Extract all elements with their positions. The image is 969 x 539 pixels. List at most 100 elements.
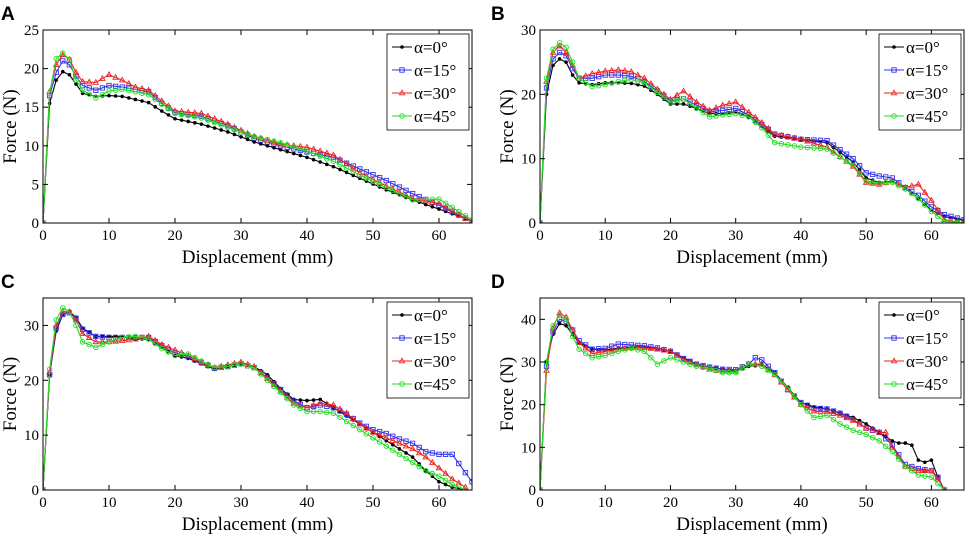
data-point-a-1 xyxy=(60,58,66,64)
data-point-a-2 xyxy=(138,84,146,91)
data-point-a-2 xyxy=(85,78,93,85)
data-point-b-2 xyxy=(791,134,798,141)
data-point-b-2 xyxy=(621,67,629,74)
data-point-d-3 xyxy=(837,421,843,427)
data-point-c-2 xyxy=(435,464,443,471)
x-tick-label: 10 xyxy=(102,228,117,244)
data-point-a-1 xyxy=(416,193,422,200)
data-point-b-1 xyxy=(856,163,863,169)
legend-entry-b-0: α=0° xyxy=(884,38,940,57)
data-point-b-0 xyxy=(681,102,686,106)
data-point-c-3 xyxy=(343,418,350,425)
data-point-c-2 xyxy=(145,332,152,339)
data-point-a-2 xyxy=(178,107,185,114)
data-point-a-3 xyxy=(310,150,317,157)
data-point-c-3 xyxy=(462,487,469,490)
y-tick-label: 30 xyxy=(521,355,536,371)
data-point-c-1 xyxy=(436,451,442,457)
data-point-a-0 xyxy=(443,209,448,214)
x-tick-label: 10 xyxy=(598,495,613,511)
data-point-d-0 xyxy=(916,458,921,462)
data-point-a-2 xyxy=(118,76,126,83)
data-point-b-2 xyxy=(777,131,785,138)
data-point-a-0 xyxy=(166,113,171,117)
data-point-a-0 xyxy=(239,135,243,139)
data-point-c-3 xyxy=(403,455,409,462)
data-point-b-2 xyxy=(699,102,707,109)
data-point-b-1 xyxy=(830,142,837,148)
data-point-c-2 xyxy=(369,428,377,435)
data-point-a-2 xyxy=(217,117,225,124)
data-point-b-2 xyxy=(706,106,713,113)
data-point-b-1 xyxy=(870,171,876,178)
data-point-b-3 xyxy=(641,80,648,86)
data-point-b-3 xyxy=(909,190,915,197)
data-point-a-2 xyxy=(79,78,86,84)
data-point-b-2 xyxy=(934,206,942,213)
data-point-d-3 xyxy=(609,350,615,357)
data-point-b-3 xyxy=(674,97,680,104)
data-point-c-3 xyxy=(86,341,92,348)
data-point-b-1 xyxy=(589,75,595,81)
data-point-a-0 xyxy=(252,140,256,144)
data-point-c-1 xyxy=(442,451,449,457)
data-point-a-0 xyxy=(206,124,210,128)
data-point-a-0 xyxy=(67,72,72,77)
data-point-a-2 xyxy=(112,73,119,80)
data-point-b-3 xyxy=(759,125,765,131)
data-point-a-0 xyxy=(331,164,336,169)
data-point-b-3 xyxy=(713,113,719,119)
data-point-b-3 xyxy=(595,82,602,89)
data-point-a-0 xyxy=(245,137,250,142)
panel-a: A 0 10 20 30 40 50 60 0 5 10 15 20 25 Displacement (mm… xyxy=(0,4,473,268)
data-point-b-1 xyxy=(739,109,745,115)
x-tick-label: 60 xyxy=(432,228,447,244)
data-point-a-3 xyxy=(284,142,290,148)
data-point-a-3 xyxy=(218,122,224,128)
data-point-c-2 xyxy=(165,343,172,350)
data-point-d-0 xyxy=(910,443,914,448)
x-tick-label: 30 xyxy=(728,495,743,511)
data-point-a-0 xyxy=(160,109,164,113)
data-point-d-2 xyxy=(921,467,929,474)
data-point-c-2 xyxy=(349,414,357,421)
data-point-c-3 xyxy=(238,361,244,367)
data-point-d-1 xyxy=(824,406,830,412)
data-point-c-2 xyxy=(462,483,469,490)
data-point-b-2 xyxy=(771,130,779,137)
data-point-d-3 xyxy=(935,480,941,487)
data-point-a-3 xyxy=(436,196,442,202)
data-point-d-3 xyxy=(569,333,576,340)
data-point-d-3 xyxy=(759,363,765,370)
legend-entry-b-3: α=45° xyxy=(884,107,948,126)
legend-d: α=0° α=15° α=30° α=45° xyxy=(878,301,962,399)
data-point-b-2 xyxy=(595,68,603,75)
data-point-d-3 xyxy=(667,354,674,361)
data-point-a-0 xyxy=(133,97,138,102)
data-point-d-0 xyxy=(903,441,908,445)
data-point-a-3 xyxy=(172,110,178,117)
data-point-d-3 xyxy=(635,347,641,353)
data-point-c-3 xyxy=(73,322,79,329)
data-point-d-0 xyxy=(896,441,901,445)
data-point-b-3 xyxy=(706,114,713,120)
data-point-b-2 xyxy=(556,42,563,49)
data-point-b-2 xyxy=(719,101,727,108)
data-point-a-3 xyxy=(225,124,231,131)
y-tick-label: 20 xyxy=(521,398,536,414)
data-point-d-3 xyxy=(628,345,635,352)
data-point-a-2 xyxy=(455,211,463,218)
data-point-b-2 xyxy=(817,141,824,148)
data-point-d-2 xyxy=(791,393,798,400)
data-point-b-2 xyxy=(758,118,766,125)
x-axis-label-c: Displacement (mm) xyxy=(182,514,333,535)
data-point-a-2 xyxy=(224,120,232,127)
data-point-b-2 xyxy=(797,135,805,142)
data-point-b-3 xyxy=(543,75,550,81)
x-tick-label: 40 xyxy=(300,228,315,244)
data-point-b-3 xyxy=(811,145,817,151)
data-point-a-3 xyxy=(185,112,191,119)
data-point-a-3 xyxy=(178,111,185,118)
data-point-d-2 xyxy=(647,344,655,351)
data-point-c-2 xyxy=(382,434,390,441)
